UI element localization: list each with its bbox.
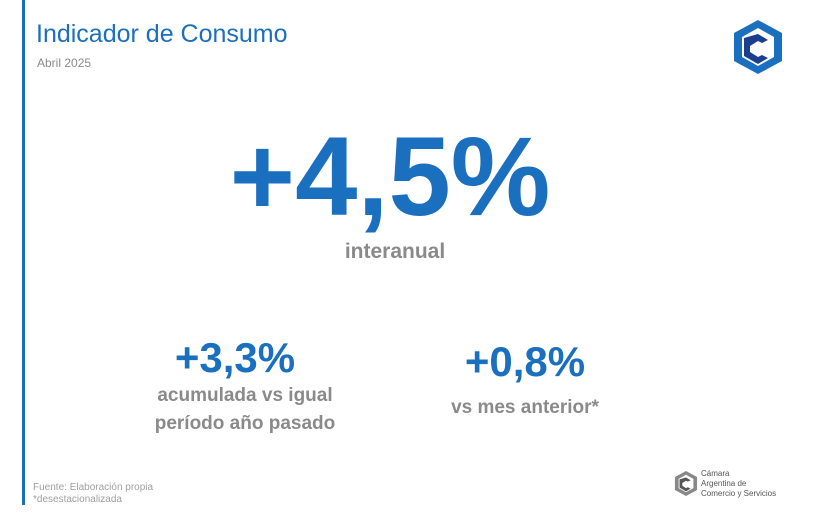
footnotes: Fuente: Elaboración propia *desestacional…: [33, 482, 153, 506]
logo: [734, 20, 782, 74]
stat-value: +0,8%: [464, 338, 586, 385]
stat-value: +3,3%: [174, 334, 296, 381]
accent-bar: [22, 0, 25, 505]
footnote: *desestacionalizada: [33, 494, 122, 505]
subtitle: Abril 2025: [37, 56, 92, 70]
label-line: acumulada vs igual: [157, 385, 333, 406]
stat-block: +0,8% vs mes anterior*: [420, 338, 630, 422]
stat-block: +3,3% acumulada vs igual período año pasa…: [140, 334, 350, 438]
footnote: Fuente: Elaboración propia: [33, 482, 154, 493]
label-line: período año pasado: [154, 413, 336, 434]
stat-label: vs mes anterior*: [420, 394, 630, 422]
logo-text: Cámara Argentina de Comercio y Servicios: [701, 469, 776, 499]
logo-line: Cámara: [701, 469, 730, 478]
main-label: interanual: [344, 240, 446, 263]
main-value: +4,5%: [229, 114, 551, 239]
logo-small: [674, 471, 698, 496]
title: Indicador de Consumo: [36, 20, 288, 48]
stat-label: acumulada vs igual período año pasado: [140, 382, 350, 438]
logo-line: Argentina de: [701, 479, 747, 488]
label-line: vs mes anterior*: [451, 397, 599, 418]
logo-line: Comercio y Servicios: [701, 489, 777, 498]
